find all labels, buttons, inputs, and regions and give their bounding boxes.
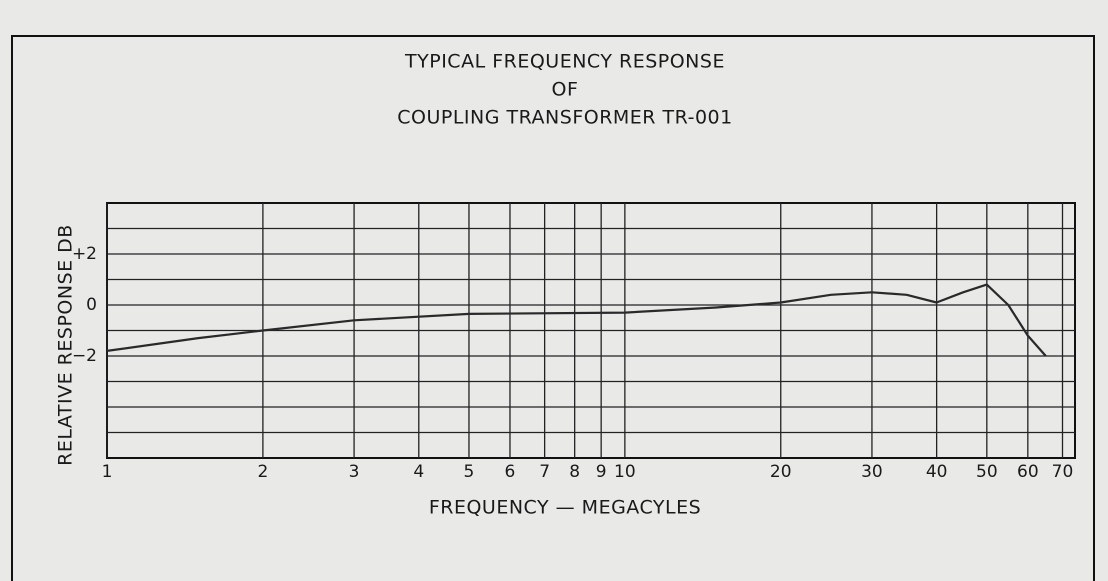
chart-title: TYPICAL FREQUENCY RESPONSE <box>404 51 725 73</box>
x-tick-label: 20 <box>770 462 792 482</box>
x-tick-label: 8 <box>569 462 580 482</box>
chart-title: OF <box>552 79 579 101</box>
y-tick-label: +2 <box>72 244 97 264</box>
x-tick-label: 4 <box>413 462 424 482</box>
chart-title: COUPLING TRANSFORMER TR-001 <box>397 107 732 129</box>
x-tick-label: 50 <box>976 462 998 482</box>
x-tick-label: 70 <box>1052 462 1074 482</box>
x-tick-label: 10 <box>614 462 636 482</box>
x-tick-label: 6 <box>505 462 516 482</box>
x-tick-label: 7 <box>539 462 550 482</box>
x-tick-label: 5 <box>464 462 475 482</box>
x-tick-label: 60 <box>1017 462 1039 482</box>
frame <box>11 35 1095 581</box>
x-axis-label: FREQUENCY — MEGACYLES <box>429 497 701 519</box>
y-tick-label: −2 <box>72 346 97 366</box>
x-tick-label: 40 <box>926 462 948 482</box>
line <box>106 283 1047 357</box>
x-tick-label: 9 <box>596 462 607 482</box>
x-tick-label: 1 <box>102 462 113 482</box>
x-tick-label: 3 <box>349 462 360 482</box>
x-tick-label: 30 <box>861 462 883 482</box>
y-axis-label: RELATIVE RESPONSE DB <box>55 224 77 466</box>
y-tick-label: 0 <box>86 295 97 315</box>
x-tick-label: 2 <box>257 462 268 482</box>
